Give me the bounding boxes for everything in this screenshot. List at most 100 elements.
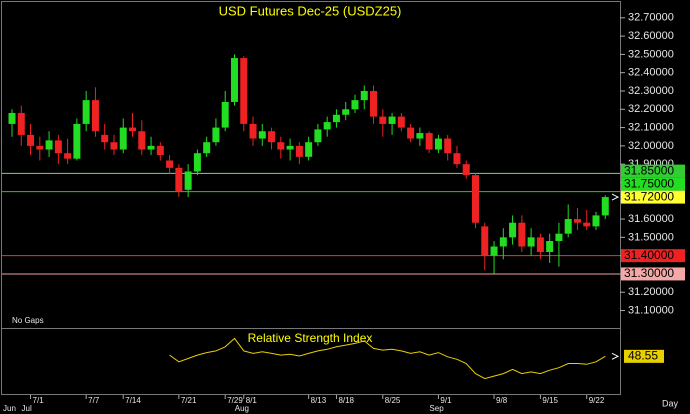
x-tick-label: 9/22 — [589, 396, 605, 405]
candle-body — [434, 138, 442, 150]
candle-body — [351, 100, 359, 110]
candle-body — [212, 127, 220, 143]
candle-body — [17, 112, 25, 135]
level-label: 31.75000 — [624, 176, 674, 190]
candle-body — [499, 237, 507, 247]
candle-body — [82, 100, 90, 124]
candle-body — [472, 175, 479, 223]
level-label: 31.30000 — [624, 266, 674, 280]
y-tick-label: 32.40000 — [628, 67, 674, 79]
candle-body — [425, 133, 433, 150]
level-label-box — [621, 249, 685, 263]
month-label: Jun — [3, 404, 16, 413]
candle-body — [388, 116, 396, 124]
candle-body — [601, 197, 609, 216]
candle-body — [175, 167, 183, 192]
periodicity: Day — [662, 398, 679, 408]
y-tick-label: 32.10000 — [628, 121, 674, 133]
rsi-marker — [611, 352, 620, 360]
x-tick-label: 8/13 — [311, 396, 327, 405]
candle-body — [536, 237, 544, 252]
level-label: 31.40000 — [624, 248, 674, 262]
x-tick-label: 7/21 — [181, 396, 197, 405]
x-tick-label: 7/29 — [227, 396, 243, 405]
y-tick-label: 32.20000 — [628, 103, 674, 115]
candle-body — [407, 127, 415, 139]
candle-body — [45, 140, 53, 150]
candle-body — [184, 171, 192, 190]
y-tick-label: 31.20000 — [628, 286, 674, 298]
candle-body — [546, 241, 554, 252]
candle-body — [258, 131, 266, 139]
chart-title: USD Futures Dec-25 (USDZ25) — [219, 3, 402, 18]
candle-body — [8, 112, 16, 124]
candle-body — [342, 109, 350, 115]
candle-body — [286, 145, 294, 150]
y-tick-label: 31.50000 — [628, 231, 674, 243]
candle-body — [583, 222, 591, 227]
candle-body — [481, 226, 489, 256]
candle-body — [193, 153, 201, 172]
level-label: 31.85000 — [624, 163, 674, 177]
y-tick-label: 32.60000 — [628, 30, 674, 42]
candle-body — [230, 58, 238, 102]
candle-body — [166, 160, 174, 168]
candle-body — [119, 127, 127, 150]
y-tick-label: 32.30000 — [628, 85, 674, 97]
candle-body — [453, 153, 461, 165]
candle-body — [332, 114, 340, 123]
x-tick-label: 7/1 — [33, 396, 45, 405]
candle-body — [360, 90, 368, 101]
candle-body — [379, 116, 387, 124]
candle-body — [54, 140, 62, 154]
y-tick-label: 32.00000 — [628, 140, 674, 152]
rsi-label-box — [624, 349, 664, 363]
y-tick-label: 32.50000 — [628, 48, 674, 60]
candle-body — [555, 233, 563, 242]
level-label-box — [621, 267, 685, 281]
rsi-panel-frame — [1, 328, 621, 395]
candle-body — [268, 131, 276, 143]
candle-body — [518, 222, 526, 247]
candle-body — [27, 134, 35, 146]
candle-body — [138, 131, 146, 150]
x-tick-label: 8/25 — [385, 396, 401, 405]
candle-body — [490, 246, 498, 256]
y-tick-label: 31.60000 — [628, 213, 674, 225]
candle-body — [397, 116, 405, 128]
candle-body — [323, 122, 331, 130]
candle-body — [592, 215, 600, 227]
candle-body — [110, 142, 118, 150]
rsi-line — [169, 337, 606, 380]
x-tick-label: 8/1 — [246, 396, 258, 405]
x-tick-label: 9/1 — [440, 396, 452, 405]
x-tick-label: 9/15 — [542, 396, 558, 405]
candle-body — [147, 145, 155, 150]
candle-body — [462, 164, 470, 176]
month-label: Jul — [22, 404, 32, 413]
x-tick-label: 9/8 — [496, 396, 508, 405]
level-label-box — [621, 190, 685, 204]
x-tick-label: 7/14 — [125, 396, 141, 405]
candle-body — [305, 142, 313, 157]
candle-body — [370, 90, 378, 117]
level-label-box — [621, 164, 685, 178]
candle-body — [203, 142, 211, 154]
candle-body — [527, 237, 535, 247]
candle-body — [129, 127, 137, 132]
annotation: No Gaps — [12, 316, 44, 325]
candle-body — [91, 100, 99, 132]
candle-body — [564, 219, 572, 234]
rsi-label: 48.55 — [628, 349, 658, 363]
candle-body — [444, 138, 452, 154]
candle-body — [277, 142, 285, 150]
candle-body — [249, 123, 257, 139]
y-tick-label: 31.10000 — [628, 304, 674, 316]
last-price-marker — [611, 193, 620, 201]
candle-body — [73, 123, 81, 159]
candle-body — [240, 58, 248, 124]
level-label: 31.72000 — [624, 189, 674, 203]
candle-body — [36, 145, 44, 150]
x-tick-label: 7/7 — [88, 396, 100, 405]
